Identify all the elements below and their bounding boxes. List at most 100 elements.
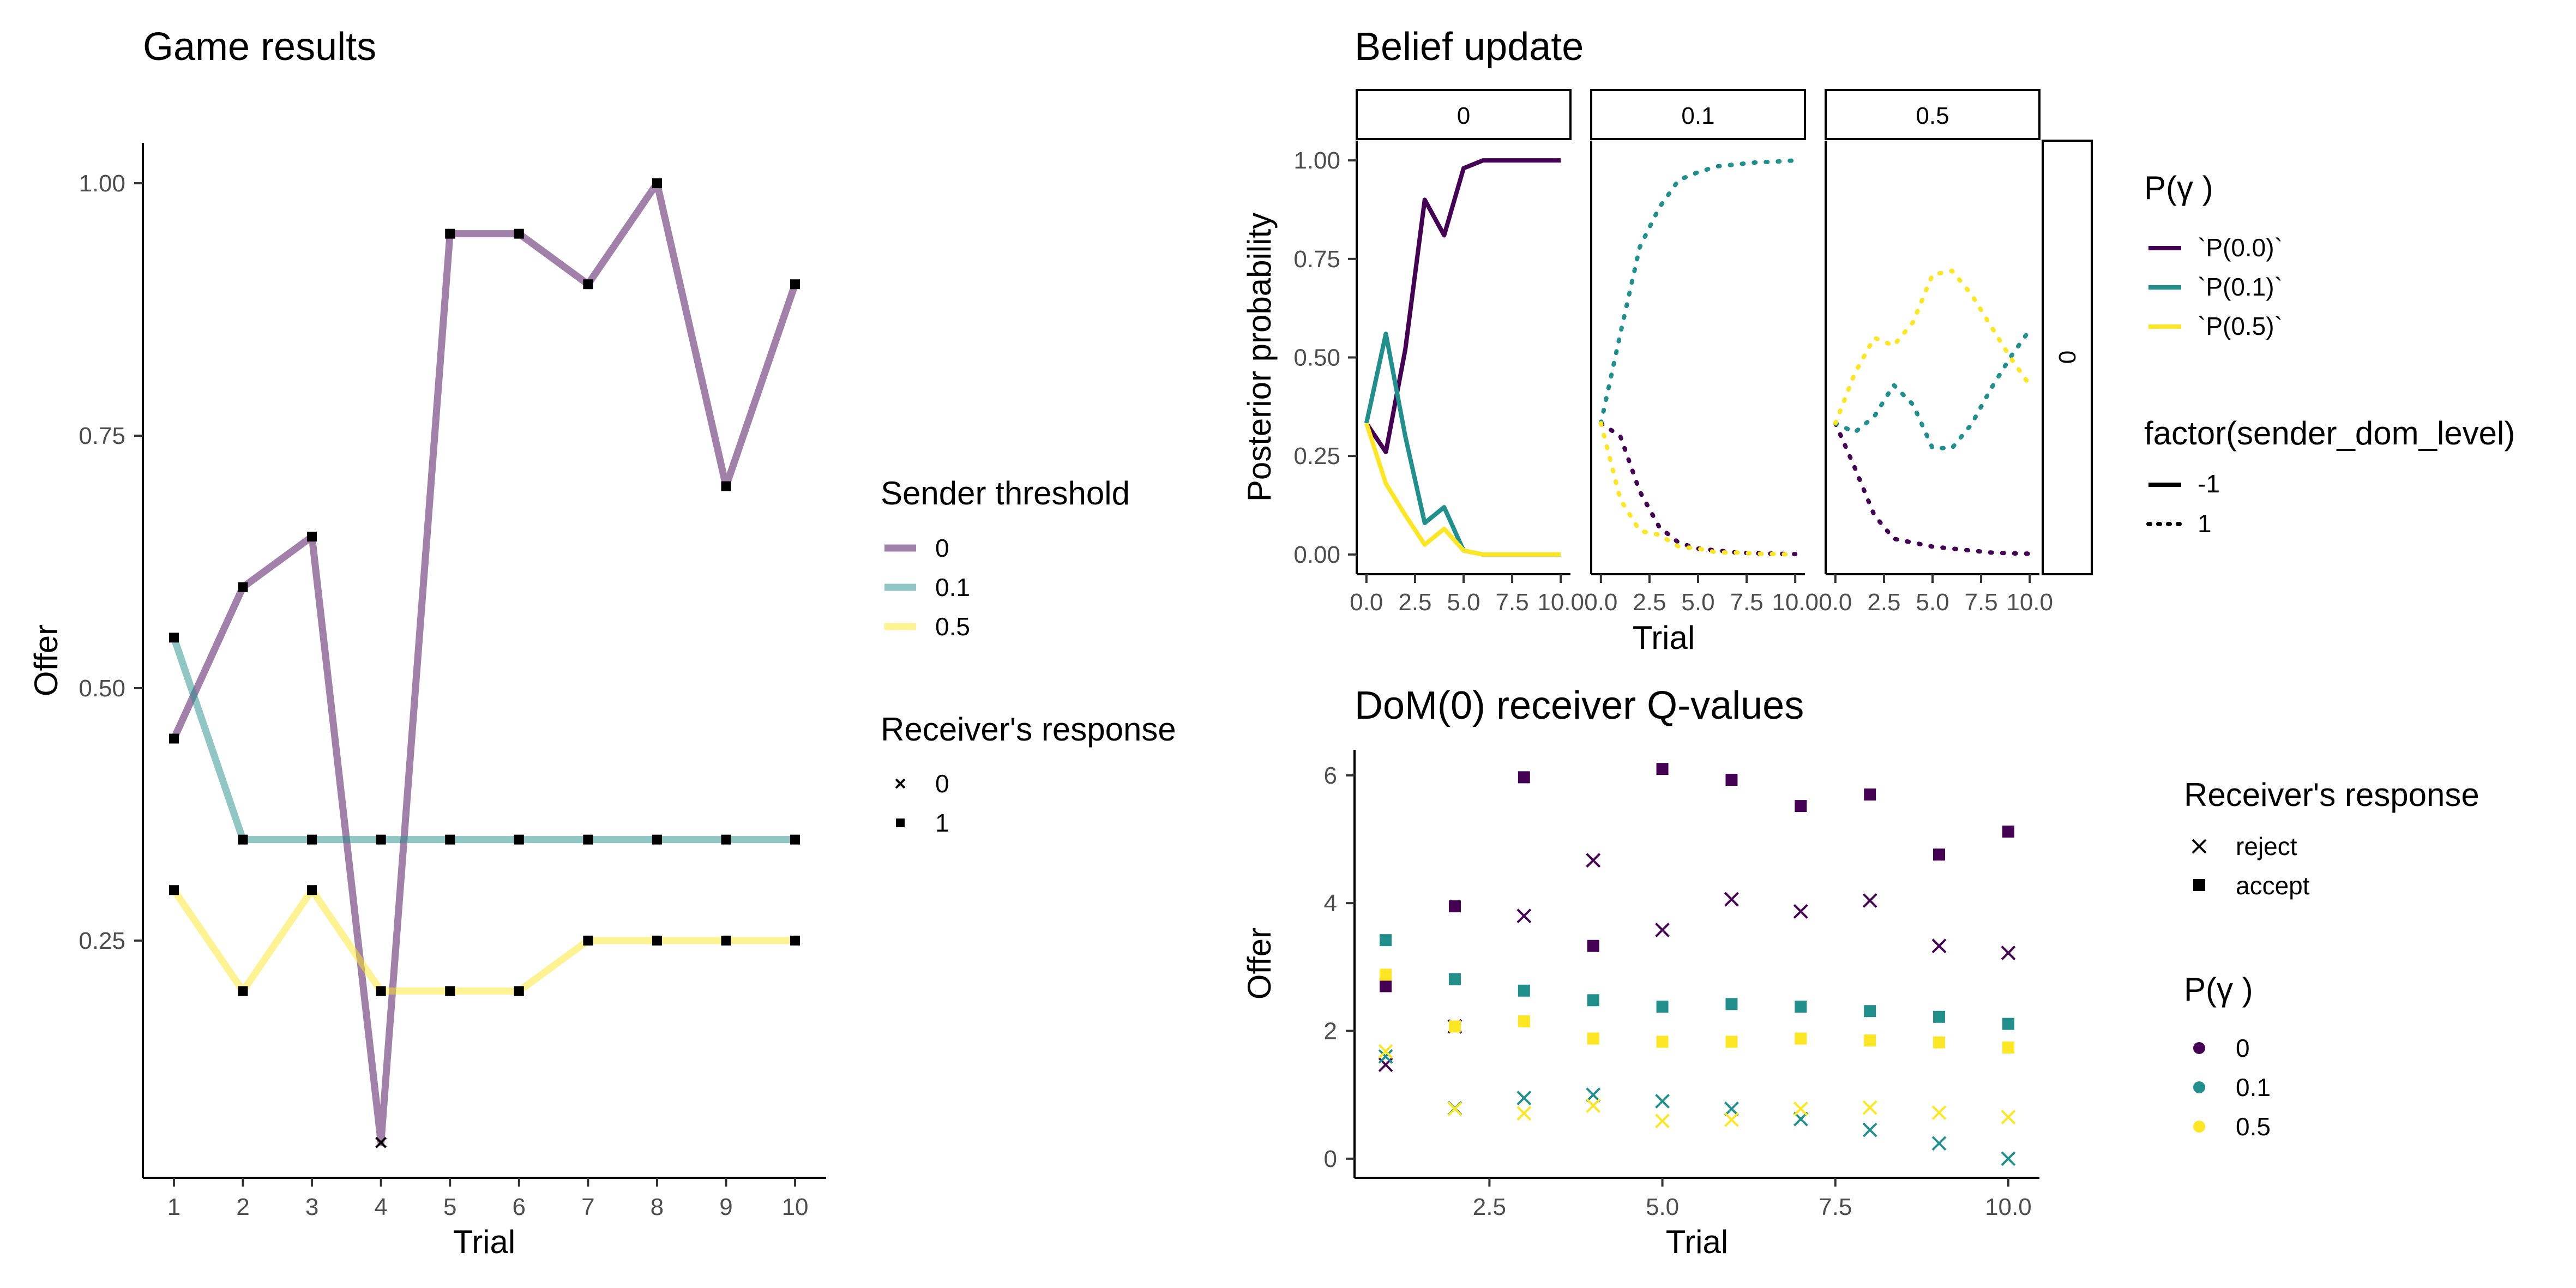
data-point-reject-0 [1793,904,1808,919]
cross-stroke [1378,1044,1393,1059]
circle-marker-icon [2193,1081,2205,1093]
legend-label: accept [2236,871,2310,900]
x-tick-label: 10.0 [1772,589,1819,616]
data-point-accept-0.5 [1933,1036,1946,1049]
data-point-reject-0.5 [1447,1102,1462,1116]
square-marker-icon [2193,879,2205,891]
facet-strip [1590,89,1806,140]
y-tick-label: 0.50 [79,675,125,702]
q-values-plot-area [1378,763,2016,1166]
data-point-reject-0 [1862,893,1877,908]
cross-stroke [1931,938,1947,954]
data-point-reject-0.1 [1378,1049,1393,1064]
belief-update-chart: Belief update 00.0 2.5 5.0 7.5 10.00.000.250… [1241,25,2515,656]
x-tick-label: 2.5 [1473,1194,1506,1220]
cross-stroke [1586,1098,1601,1114]
x-tick-label: 0.0 [1350,589,1383,616]
data-point-reject-0.1 [1862,1122,1877,1137]
q-values-chart: DoM(0) receiver Q-values 2.5 5.0 7.5 10.002… [1241,684,2479,1260]
cross-stroke [1862,1122,1877,1137]
data-point-reject-0.5 [1931,1105,1947,1120]
data-point-accept-0.5 [1587,1032,1599,1045]
data-point-accept [721,834,731,845]
data-point-accept [514,228,524,239]
legend-label: `P(0.1)` [2198,273,2283,301]
y-tick-label: 4 [1324,890,1337,917]
data-point-accept [376,986,386,996]
data-point-reject-0 [1931,938,1947,954]
series-line-P0.1 [1364,332,1561,557]
series-line-0 [171,179,799,1146]
data-point-accept-0.1 [1380,934,1392,947]
data-point-reject-0.1 [1586,1087,1601,1103]
data-point-reject-0 [1655,922,1670,937]
series-line-P0.0 [1833,421,2032,556]
data-point-accept [652,935,662,946]
data-point-accept-0 [1864,789,1876,801]
series-line-P0.5 [1598,421,1798,557]
facet-strip-label: 0.5 [1916,103,1949,129]
belief-update-title: Belief update [1355,25,1584,69]
x-tick-label: 7.5 [1730,589,1764,616]
x-tick-label: 9 [719,1194,732,1220]
game-results-legend-threshold: Sender threshold 0 0.1 0.5 [881,475,1130,641]
cross-marker-icon [895,778,906,789]
legend-label: -1 [2198,470,2220,498]
data-point-reject-0 [2001,946,2016,960]
cross-stroke [1724,892,1739,907]
game-results-plot-area [168,178,801,1148]
data-point-accept [790,834,801,845]
facet-strip-label: 0 [1457,103,1470,129]
legend-label: 0.5 [935,612,970,641]
data-point-reject-0 [1724,892,1739,907]
data-point-accept [721,481,731,491]
cross-stroke [1862,1100,1877,1115]
data-point-accept-0.5 [2002,1041,2014,1054]
data-point-accept [514,986,524,996]
legend-label: 0.1 [2236,1073,2271,1102]
x-tick-label: 3 [305,1194,318,1220]
data-point-reject-0.1 [1724,1102,1739,1116]
data-point-reject-0.5 [1586,1098,1601,1114]
cross-stroke [1724,1112,1739,1127]
data-point-accept-0.1 [1725,998,1738,1010]
x-tick-label: 8 [651,1194,664,1220]
data-point-accept-0.5 [1380,968,1392,981]
x-tick-label: 2 [236,1194,249,1220]
series-line-P0.0 [1598,421,1798,557]
cross-stroke [1862,893,1877,908]
data-point-accept-0 [2002,825,2014,838]
game-results-chart: Game results 1 2 3 4 5 6 7 8 9 100.250.500.751.00… [28,25,1176,1260]
x-tick-label: 10.0 [2006,589,2053,616]
x-tick-label: 10.0 [1985,1194,2032,1220]
data-point-accept-0.1 [2002,1018,2014,1030]
legend-label: `P(0.0)` [2198,233,2283,262]
data-point-reject-0.1 [1931,1136,1947,1151]
cross-stroke [1655,1093,1670,1109]
data-point-accept [790,279,801,290]
data-point-accept [238,582,248,592]
series-line-P0.1 [1598,158,1798,426]
belief-update-facets: 0 0.0 2.5 5.0 7.5 10.0 0.00 0.25 0.50 0.75 1.00 0.1… [1293,89,2053,616]
y-tick-label: 1.00 [1293,147,1340,174]
data-point-accept [307,834,317,845]
data-point-accept [583,935,593,946]
data-point-accept [168,733,179,744]
cross-stroke [1931,1136,1947,1151]
legend-label: 1 [2198,509,2212,538]
cross-stroke [2001,1151,2016,1166]
x-tick-label: 5 [443,1194,456,1220]
data-point-accept-0.5 [1656,1036,1669,1048]
legend-label: 1 [935,809,949,837]
cross-stroke [2001,946,2016,960]
cross-stroke [1516,908,1532,924]
data-point-accept-0.1 [1587,994,1599,1007]
x-tick-label: 2.5 [1867,589,1900,616]
x-tick-label: 10.0 [1537,589,1584,616]
y-tick-label: 0.75 [1293,246,1340,273]
y-tick-label: 0.50 [1293,345,1340,371]
game-results-y-label: Offer [28,624,64,696]
data-point-accept [307,532,317,542]
belief-update-legend-dom-level: factor(sender_dom_level) -1 1 [2144,415,2515,538]
data-point-accept [652,178,662,189]
